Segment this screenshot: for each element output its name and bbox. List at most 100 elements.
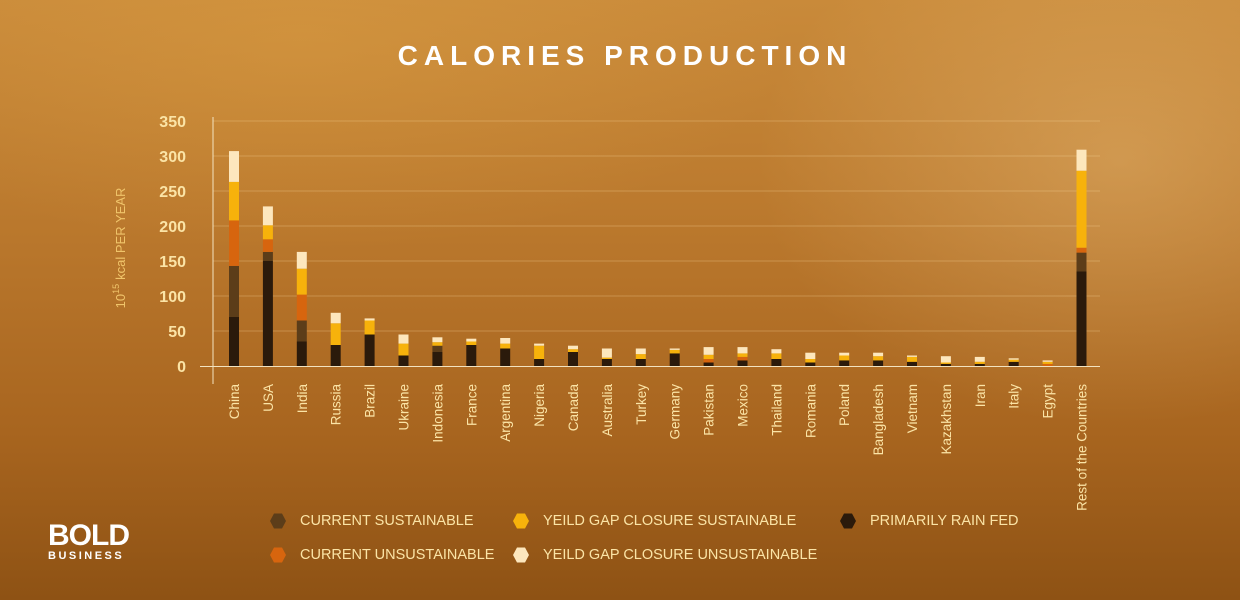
bar-segment-primarily-rain-fed — [703, 362, 714, 366]
bar-segment-primarily-rain-fed — [1008, 361, 1019, 366]
bar-segment-primarily-rain-fed — [534, 359, 545, 366]
bar-segment-yield-gap-closure-sustainable — [805, 359, 816, 363]
bar-segment-primarily-rain-fed — [262, 261, 273, 366]
bar-segment-primarily-rain-fed — [466, 345, 477, 366]
legend-label: PRIMARILY RAIN FED — [870, 513, 1019, 529]
gridlines — [213, 120, 1100, 332]
bar-segment-primarily-rain-fed — [500, 348, 511, 366]
x-tick-label: India — [295, 384, 310, 414]
bar-segment-primarily-rain-fed — [873, 360, 884, 366]
hexagon-swatch-icon — [513, 513, 529, 529]
y-tick-label: 150 — [159, 254, 186, 271]
bar-segment-current-unsustainable — [1042, 363, 1053, 366]
x-tick-label: USA — [261, 384, 276, 412]
bar-segment-yield-gap-closure-sustainable — [534, 345, 545, 359]
x-tick-label: Germany — [668, 384, 683, 440]
y-tick-label: 0 — [177, 359, 186, 376]
bar-segment-primarily-rain-fed — [568, 352, 578, 366]
bar-segment-yield-gap-closure-unsustainable — [1076, 149, 1087, 171]
legend-label: YEILD GAP CLOSURE UNSUSTAINABLE — [543, 547, 818, 563]
bar-segment-current-unsustainable — [737, 356, 748, 361]
bar-segment-yield-gap-closure-unsustainable — [940, 356, 951, 363]
legend-item-yield-gap-closure-sustainable: YEILD GAP CLOSURE SUSTAINABLE — [513, 513, 796, 529]
chart-title: CALORIES PRODUCTION — [397, 40, 853, 71]
bar-segment-yield-gap-closure-sustainable — [940, 362, 951, 364]
x-tick-label: Poland — [837, 384, 852, 426]
bar-segment-yield-gap-closure-unsustainable — [466, 338, 477, 342]
legend-label: CURRENT UNSUSTAINABLE — [300, 547, 495, 563]
bar-segment-yield-gap-closure-unsustainable — [635, 348, 646, 355]
bar-segment-yield-gap-closure-sustainable — [1008, 359, 1019, 362]
x-tick-label: Italy — [1007, 384, 1022, 409]
x-tick-label: Kazakhstan — [939, 384, 954, 455]
legend-label: YEILD GAP CLOSURE SUSTAINABLE — [543, 513, 797, 529]
x-tick-label: Mexico — [736, 384, 751, 427]
legend-item-current-unsustainable: CURRENT UNSUSTAINABLE — [270, 547, 494, 563]
bar-segment-yield-gap-closure-unsustainable — [398, 334, 409, 344]
legend: CURRENT SUSTAINABLE YEILD GAP CLOSURE SU… — [270, 510, 1050, 570]
hexagon-swatch-icon — [840, 513, 856, 529]
x-tick-label: Pakistan — [702, 384, 717, 436]
x-tick-label: France — [464, 384, 479, 426]
bar-segment-yield-gap-closure-unsustainable — [229, 151, 239, 182]
x-tick-label: Vietnam — [905, 384, 920, 433]
bar-segment-yield-gap-closure-sustainable — [398, 343, 409, 356]
x-tick-label: Thailand — [769, 384, 784, 436]
bar-segment-yield-gap-closure-unsustainable — [432, 337, 443, 343]
x-tick-label: Bangladesh — [871, 384, 886, 455]
bar-segment-yield-gap-closure-sustainable — [635, 354, 646, 359]
bar-segment-yield-gap-closure-sustainable — [907, 356, 917, 362]
bar-segment-current-sustainable — [432, 345, 443, 352]
bar-segment-yield-gap-closure-sustainable — [737, 353, 748, 357]
bar-segment-primarily-rain-fed — [669, 353, 680, 366]
bar-segment-yield-gap-closure-sustainable — [873, 356, 884, 361]
bar-segment-current-unsustainable — [1076, 247, 1087, 253]
legend-item-current-sustainable: CURRENT SUSTAINABLE — [270, 513, 474, 529]
hexagon-swatch-icon — [270, 513, 286, 529]
bar-segment-yield-gap-closure-unsustainable — [907, 355, 917, 357]
y-tick-label: 100 — [159, 289, 186, 306]
y-tick-label: 200 — [159, 219, 186, 236]
bar-segment-primarily-rain-fed — [364, 334, 375, 366]
bar-segment-yield-gap-closure-sustainable — [364, 320, 375, 335]
logo-subtitle: BUSINESS — [48, 550, 125, 562]
logo-wordmark: BOLD — [48, 519, 130, 552]
bar-segment-primarily-rain-fed — [737, 360, 748, 366]
bar-segment-primarily-rain-fed — [601, 359, 612, 366]
bold-business-logo: BOLD BUSINESS — [48, 519, 130, 563]
bar-segment-yield-gap-closure-unsustainable — [601, 348, 612, 358]
bar-segment-yield-gap-closure-sustainable — [839, 355, 850, 361]
bar-segment-yield-gap-closure-sustainable — [1076, 170, 1087, 248]
bar-segment-current-sustainable — [229, 265, 239, 317]
bar-segment-yield-gap-closure-sustainable — [432, 342, 443, 346]
bar-segment-yield-gap-closure-unsustainable — [296, 251, 307, 269]
bar-segment-yield-gap-closure-unsustainable — [737, 347, 748, 354]
y-tick-label: 350 — [159, 114, 186, 131]
bar-segment-yield-gap-closure-sustainable — [703, 354, 714, 359]
legend-item-primarily-rain-fed: PRIMARILY RAIN FED — [840, 513, 1019, 529]
bar-segment-yield-gap-closure-unsustainable — [839, 352, 850, 356]
bar-segment-yield-gap-closure-unsustainable — [771, 349, 782, 354]
hexagon-swatch-icon — [270, 547, 286, 563]
x-tick-label: Rest of the Countries — [1075, 384, 1090, 511]
bar-segment-primarily-rain-fed — [229, 317, 239, 366]
bar-segment-current-sustainable — [296, 320, 307, 342]
bar-segment-current-sustainable — [262, 251, 273, 261]
bar-segment-yield-gap-closure-unsustainable — [534, 343, 545, 346]
bar-segment-yield-gap-closure-unsustainable — [974, 356, 985, 362]
x-tick-label: Russia — [329, 384, 344, 426]
bar-segment-current-unsustainable — [296, 294, 307, 321]
x-tick-label: Nigeria — [532, 384, 547, 427]
y-axis-label: 1015 kcal PER YEAR — [111, 188, 128, 309]
bar-segment-primarily-rain-fed — [771, 359, 782, 366]
bar-segment-yield-gap-closure-unsustainable — [1042, 360, 1053, 362]
hexagon-swatch-icon — [513, 547, 529, 563]
bar-segment-yield-gap-closure-sustainable — [262, 225, 273, 240]
legend-label: CURRENT SUSTAINABLE — [300, 513, 474, 529]
x-tick-label: Egypt — [1041, 384, 1056, 419]
bar-segment-yield-gap-closure-sustainable — [974, 361, 985, 364]
bar-segment-current-unsustainable — [262, 239, 273, 252]
bar-segment-yield-gap-closure-sustainable — [229, 181, 239, 221]
bar-segment-primarily-rain-fed — [296, 341, 307, 366]
bar-segment-primarily-rain-fed — [839, 360, 850, 366]
